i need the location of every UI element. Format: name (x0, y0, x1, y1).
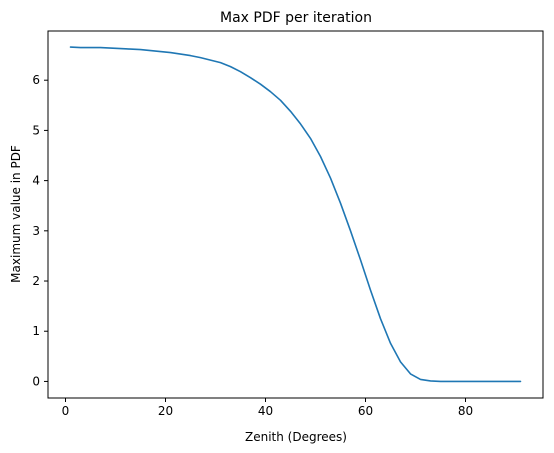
x-tick-label: 80 (458, 404, 473, 418)
plot-area (69, 46, 522, 383)
x-axis-label: Zenith (Degrees) (245, 430, 347, 444)
y-tick-label: 1 (32, 324, 40, 338)
y-tick-label: 6 (32, 73, 40, 87)
y-tick-label: 2 (32, 274, 40, 288)
axis-ticks: 0 20 40 60 80 0 1 2 3 4 5 6 (32, 73, 473, 418)
axes-frame (47, 30, 544, 399)
chart-title: Max PDF per iteration (220, 10, 372, 26)
y-axis-label: Maximum value in PDF (9, 145, 23, 283)
x-tick-label: 60 (358, 404, 373, 418)
y-tick-label: 3 (32, 224, 40, 238)
series-line-0 (69, 46, 522, 383)
x-tick-label: 0 (62, 404, 70, 418)
x-tick-label: 40 (258, 404, 273, 418)
y-tick-label: 0 (32, 374, 40, 388)
y-tick-label: 5 (32, 123, 40, 137)
y-tick-label: 4 (32, 174, 40, 188)
x-tick-label: 20 (158, 404, 173, 418)
